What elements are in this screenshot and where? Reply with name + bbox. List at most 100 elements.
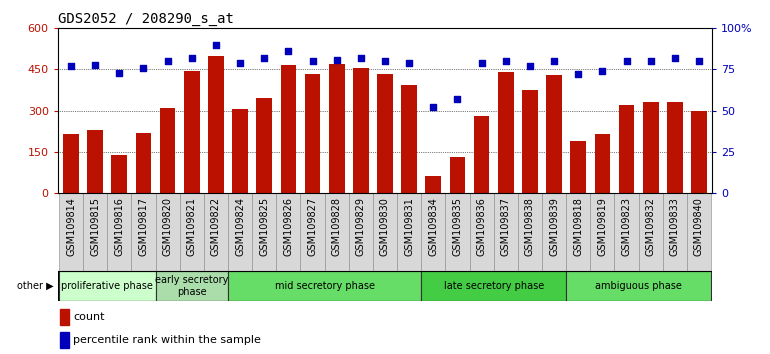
Text: GSM109835: GSM109835 (453, 197, 463, 256)
Bar (59, 271, 156, 301)
Bar (59, 193, 83, 271)
Point (209, 42, 222, 47)
Bar (470, 193, 494, 271)
Text: early secretory
phase: early secretory phase (155, 275, 229, 297)
Point (186, 55, 198, 61)
Bar (252, 193, 276, 271)
Bar (280, 65, 296, 193)
Bar (349, 193, 373, 271)
Bar (474, 116, 490, 193)
Bar (542, 193, 566, 271)
Text: count: count (73, 312, 105, 322)
Point (162, 58, 174, 64)
Bar (546, 75, 562, 193)
Bar (591, 193, 614, 271)
Bar (63, 134, 79, 193)
Text: GSM109829: GSM109829 (356, 197, 366, 256)
Bar (571, 141, 586, 193)
Bar (663, 193, 687, 271)
Point (403, 60, 415, 66)
Text: GSM109824: GSM109824 (235, 197, 245, 256)
Bar (401, 85, 417, 193)
Point (668, 55, 681, 61)
Text: GSM109831: GSM109831 (404, 197, 414, 256)
Point (306, 58, 319, 64)
Text: GSM109827: GSM109827 (307, 197, 317, 256)
Bar (228, 193, 252, 271)
Text: GSM109820: GSM109820 (162, 197, 172, 256)
Bar (300, 193, 325, 271)
Text: GSM109838: GSM109838 (525, 197, 535, 256)
Point (451, 96, 464, 102)
Bar (377, 74, 393, 193)
Bar (136, 132, 152, 193)
Bar (184, 71, 199, 193)
Text: GDS2052 / 208290_s_at: GDS2052 / 208290_s_at (58, 12, 233, 26)
Point (379, 58, 391, 64)
Text: GSM109833: GSM109833 (670, 197, 680, 256)
Bar (156, 271, 228, 301)
Point (234, 60, 246, 66)
Bar (522, 90, 537, 193)
Point (113, 70, 126, 76)
Text: GSM109822: GSM109822 (211, 197, 221, 256)
Text: GSM109818: GSM109818 (573, 197, 583, 256)
Bar (566, 193, 591, 271)
Bar (618, 105, 634, 193)
Bar (329, 64, 344, 193)
Bar (494, 193, 518, 271)
Point (137, 65, 149, 71)
Bar (667, 102, 683, 193)
Text: GSM109828: GSM109828 (332, 197, 342, 256)
Bar (614, 193, 638, 271)
Bar (426, 176, 441, 193)
Text: GSM109821: GSM109821 (187, 197, 197, 256)
Text: GSM109814: GSM109814 (66, 197, 76, 256)
Bar (305, 74, 320, 193)
Bar (160, 108, 176, 193)
Bar (60, 332, 69, 348)
Text: GSM109834: GSM109834 (428, 197, 438, 256)
Text: GSM109817: GSM109817 (139, 197, 149, 256)
Text: GSM109830: GSM109830 (380, 197, 390, 256)
Bar (445, 193, 470, 271)
Bar (566, 271, 711, 301)
Bar (87, 130, 103, 193)
Text: GSM109826: GSM109826 (283, 197, 293, 256)
Text: GSM109839: GSM109839 (549, 197, 559, 256)
Point (355, 55, 367, 61)
Text: other ▶: other ▶ (17, 281, 54, 291)
Bar (208, 56, 224, 193)
Bar (256, 98, 272, 193)
Point (596, 68, 608, 74)
Bar (112, 154, 127, 193)
Text: GSM109837: GSM109837 (500, 197, 511, 256)
Bar (107, 193, 132, 271)
Bar (638, 193, 663, 271)
Point (283, 48, 295, 54)
Text: GSM109823: GSM109823 (621, 197, 631, 256)
Bar (643, 102, 658, 193)
Text: GSM109815: GSM109815 (90, 197, 100, 256)
Point (500, 58, 512, 64)
Point (475, 60, 487, 66)
Point (427, 104, 440, 110)
Point (644, 58, 657, 64)
Bar (179, 193, 204, 271)
Bar (397, 193, 421, 271)
Bar (276, 193, 300, 271)
Text: proliferative phase: proliferative phase (62, 281, 153, 291)
Text: late secretory phase: late secretory phase (444, 281, 544, 291)
Text: percentile rank within the sample: percentile rank within the sample (73, 335, 261, 346)
Bar (325, 193, 349, 271)
Text: GSM109840: GSM109840 (694, 197, 704, 256)
Bar (233, 109, 248, 193)
Point (330, 57, 343, 62)
Text: GSM109836: GSM109836 (477, 197, 487, 256)
Point (258, 55, 270, 61)
Bar (421, 193, 445, 271)
Point (572, 72, 584, 77)
Point (89, 62, 102, 67)
Bar (228, 271, 421, 301)
Bar (687, 193, 711, 271)
